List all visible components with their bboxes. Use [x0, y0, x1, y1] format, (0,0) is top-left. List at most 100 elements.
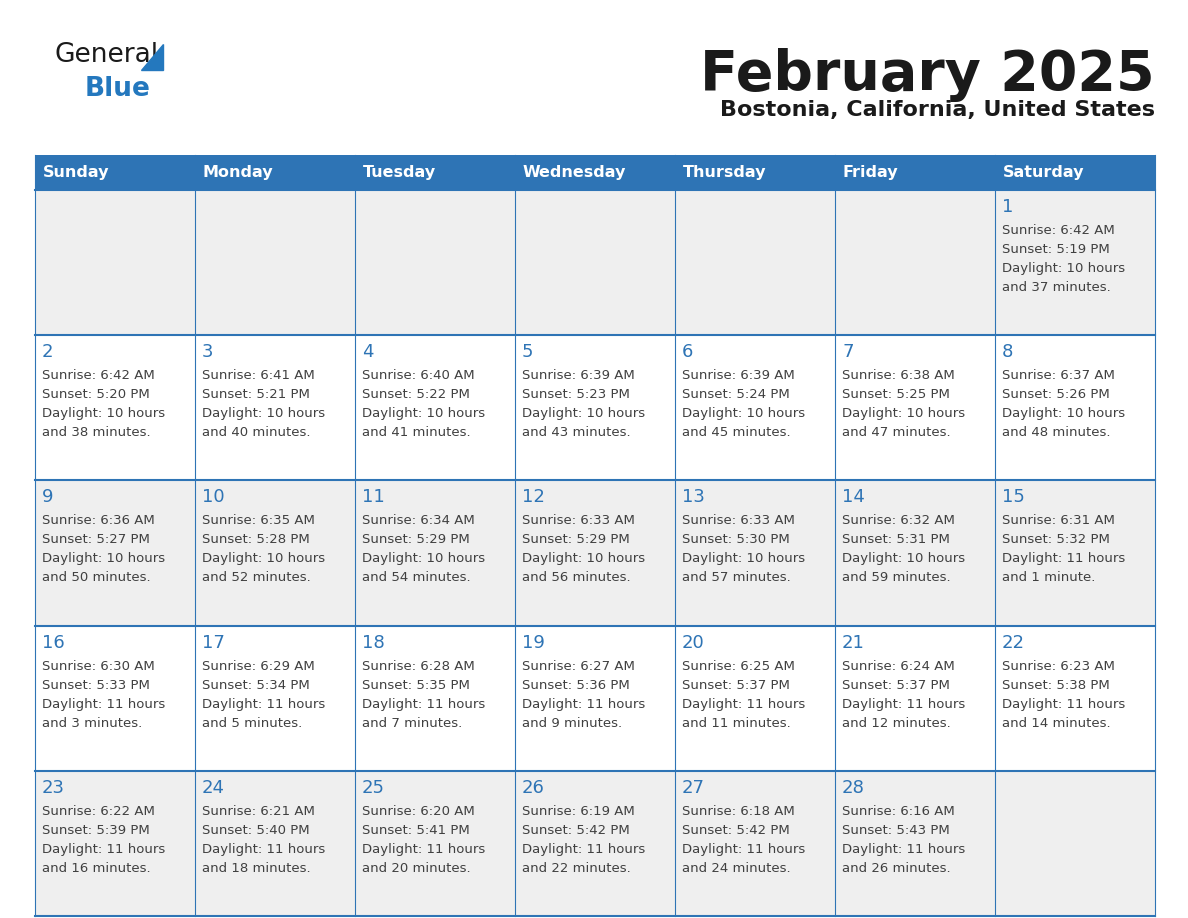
Text: Wednesday: Wednesday [523, 165, 626, 180]
Polygon shape [141, 44, 163, 70]
Text: Sunset: 5:32 PM: Sunset: 5:32 PM [1001, 533, 1110, 546]
Text: and 52 minutes.: and 52 minutes. [202, 571, 311, 585]
Text: Sunset: 5:37 PM: Sunset: 5:37 PM [682, 678, 790, 691]
Text: 24: 24 [202, 778, 225, 797]
Text: 28: 28 [842, 778, 865, 797]
Text: 9: 9 [42, 488, 53, 507]
Text: Daylight: 11 hours: Daylight: 11 hours [842, 698, 965, 711]
Text: and 24 minutes.: and 24 minutes. [682, 862, 791, 875]
Text: 10: 10 [202, 488, 225, 507]
Text: 18: 18 [362, 633, 385, 652]
Text: Daylight: 11 hours: Daylight: 11 hours [42, 698, 165, 711]
Text: Sunrise: 6:29 AM: Sunrise: 6:29 AM [202, 660, 315, 673]
Text: Sunset: 5:38 PM: Sunset: 5:38 PM [1001, 678, 1110, 691]
Bar [34, 155, 1155, 190]
Text: 13: 13 [682, 488, 704, 507]
Text: and 18 minutes.: and 18 minutes. [202, 862, 310, 875]
Bar [34, 480, 1155, 625]
Text: Friday: Friday [843, 165, 898, 180]
Text: Sunrise: 6:22 AM: Sunrise: 6:22 AM [42, 805, 154, 818]
Text: 14: 14 [842, 488, 865, 507]
Text: Daylight: 10 hours: Daylight: 10 hours [842, 553, 965, 565]
Text: and 47 minutes.: and 47 minutes. [842, 426, 950, 439]
Text: 8: 8 [1001, 343, 1013, 361]
Text: Sunrise: 6:37 AM: Sunrise: 6:37 AM [1001, 369, 1114, 382]
Text: 1: 1 [1001, 198, 1013, 216]
Text: Sunset: 5:42 PM: Sunset: 5:42 PM [522, 823, 630, 837]
Text: Sunset: 5:19 PM: Sunset: 5:19 PM [1001, 243, 1110, 256]
Text: Monday: Monday [203, 165, 273, 180]
Text: 5: 5 [522, 343, 533, 361]
Text: 4: 4 [362, 343, 373, 361]
Text: Bostonia, California, United States: Bostonia, California, United States [720, 100, 1155, 120]
Text: and 12 minutes.: and 12 minutes. [842, 717, 950, 730]
Text: Daylight: 10 hours: Daylight: 10 hours [522, 553, 645, 565]
Text: Daylight: 11 hours: Daylight: 11 hours [1001, 698, 1125, 711]
Text: Blue: Blue [86, 76, 151, 102]
Text: Sunset: 5:24 PM: Sunset: 5:24 PM [682, 388, 790, 401]
Bar [34, 190, 1155, 335]
Text: Sunset: 5:36 PM: Sunset: 5:36 PM [522, 678, 630, 691]
Text: Daylight: 10 hours: Daylight: 10 hours [522, 408, 645, 420]
Text: 15: 15 [1001, 488, 1025, 507]
Text: Sunset: 5:41 PM: Sunset: 5:41 PM [362, 823, 469, 837]
Text: Daylight: 11 hours: Daylight: 11 hours [842, 843, 965, 856]
Text: Tuesday: Tuesday [364, 165, 436, 180]
Text: Sunset: 5:34 PM: Sunset: 5:34 PM [202, 678, 310, 691]
Text: and 43 minutes.: and 43 minutes. [522, 426, 631, 439]
Text: Sunrise: 6:38 AM: Sunrise: 6:38 AM [842, 369, 955, 382]
Text: and 38 minutes.: and 38 minutes. [42, 426, 151, 439]
Text: Sunset: 5:28 PM: Sunset: 5:28 PM [202, 533, 310, 546]
Text: Sunrise: 6:28 AM: Sunrise: 6:28 AM [362, 660, 475, 673]
Text: Sunrise: 6:20 AM: Sunrise: 6:20 AM [362, 805, 475, 818]
Text: February 2025: February 2025 [701, 48, 1155, 102]
Text: Daylight: 11 hours: Daylight: 11 hours [682, 698, 805, 711]
Text: and 7 minutes.: and 7 minutes. [362, 717, 462, 730]
Text: Daylight: 10 hours: Daylight: 10 hours [42, 553, 165, 565]
Text: Sunrise: 6:23 AM: Sunrise: 6:23 AM [1001, 660, 1114, 673]
Text: and 22 minutes.: and 22 minutes. [522, 862, 631, 875]
Text: Sunrise: 6:39 AM: Sunrise: 6:39 AM [682, 369, 795, 382]
Text: Sunrise: 6:31 AM: Sunrise: 6:31 AM [1001, 514, 1114, 528]
Bar [34, 335, 1155, 480]
Text: Daylight: 10 hours: Daylight: 10 hours [362, 553, 485, 565]
Text: Sunset: 5:43 PM: Sunset: 5:43 PM [842, 823, 949, 837]
Text: 23: 23 [42, 778, 65, 797]
Text: Sunset: 5:23 PM: Sunset: 5:23 PM [522, 388, 630, 401]
Text: and 45 minutes.: and 45 minutes. [682, 426, 791, 439]
Text: Daylight: 11 hours: Daylight: 11 hours [1001, 553, 1125, 565]
Text: 20: 20 [682, 633, 704, 652]
Text: 17: 17 [202, 633, 225, 652]
Text: Sunrise: 6:21 AM: Sunrise: 6:21 AM [202, 805, 315, 818]
Text: Sunrise: 6:34 AM: Sunrise: 6:34 AM [362, 514, 475, 528]
Text: Sunrise: 6:33 AM: Sunrise: 6:33 AM [522, 514, 634, 528]
Text: General: General [55, 42, 159, 68]
Text: 26: 26 [522, 778, 545, 797]
Text: and 5 minutes.: and 5 minutes. [202, 717, 302, 730]
Text: Daylight: 10 hours: Daylight: 10 hours [202, 553, 326, 565]
Text: Sunrise: 6:39 AM: Sunrise: 6:39 AM [522, 369, 634, 382]
Text: Sunset: 5:25 PM: Sunset: 5:25 PM [842, 388, 950, 401]
Text: Sunset: 5:20 PM: Sunset: 5:20 PM [42, 388, 150, 401]
Text: and 3 minutes.: and 3 minutes. [42, 717, 143, 730]
Text: Sunrise: 6:18 AM: Sunrise: 6:18 AM [682, 805, 795, 818]
Text: Sunrise: 6:33 AM: Sunrise: 6:33 AM [682, 514, 795, 528]
Text: 22: 22 [1001, 633, 1025, 652]
Text: 3: 3 [202, 343, 214, 361]
Text: Daylight: 11 hours: Daylight: 11 hours [682, 843, 805, 856]
Text: Sunrise: 6:16 AM: Sunrise: 6:16 AM [842, 805, 955, 818]
Text: Daylight: 10 hours: Daylight: 10 hours [1001, 262, 1125, 275]
Text: Sunrise: 6:27 AM: Sunrise: 6:27 AM [522, 660, 634, 673]
Text: and 48 minutes.: and 48 minutes. [1001, 426, 1111, 439]
Text: 19: 19 [522, 633, 545, 652]
Text: Sunset: 5:33 PM: Sunset: 5:33 PM [42, 678, 150, 691]
Text: Sunday: Sunday [43, 165, 109, 180]
Text: Sunrise: 6:24 AM: Sunrise: 6:24 AM [842, 660, 955, 673]
Text: Sunset: 5:40 PM: Sunset: 5:40 PM [202, 823, 310, 837]
Text: Sunset: 5:27 PM: Sunset: 5:27 PM [42, 533, 150, 546]
Text: Sunset: 5:42 PM: Sunset: 5:42 PM [682, 823, 790, 837]
Text: 25: 25 [362, 778, 385, 797]
Text: 2: 2 [42, 343, 53, 361]
Text: and 59 minutes.: and 59 minutes. [842, 571, 950, 585]
Text: Daylight: 10 hours: Daylight: 10 hours [682, 553, 805, 565]
